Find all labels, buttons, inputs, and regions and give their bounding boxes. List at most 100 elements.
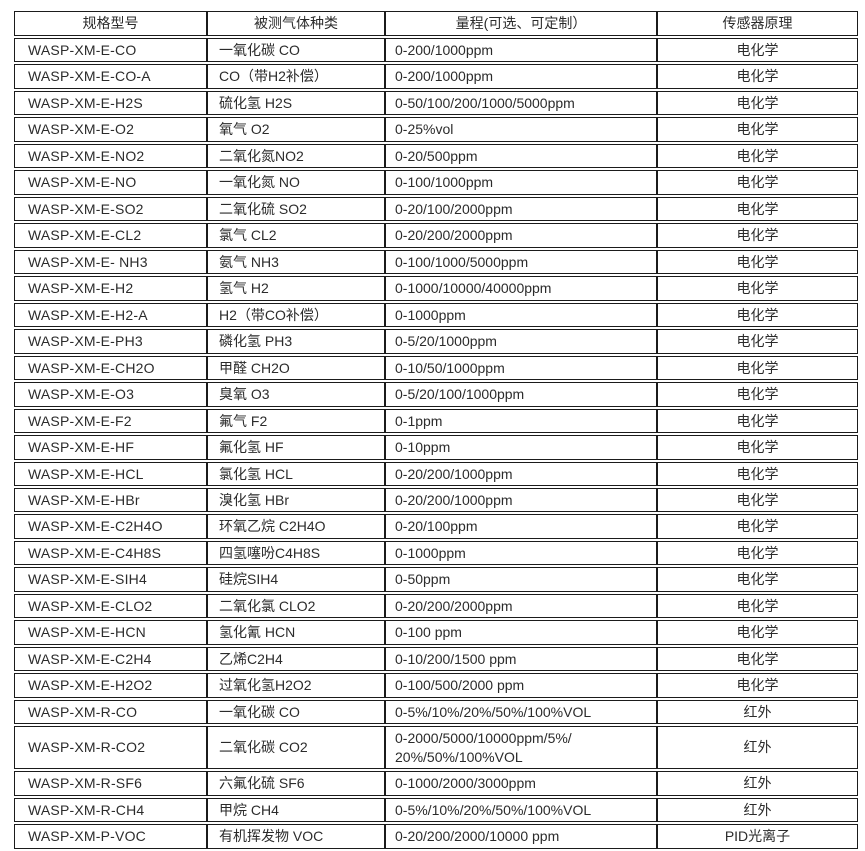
table-row: WASP-XM-E-HCL 氯化氢 HCL 0-20/200/1000ppm 电化学 xyxy=(14,461,858,486)
gas-cell: 溴化氢 HBr xyxy=(207,487,385,513)
gas-cell: CO（带H2补偿） xyxy=(207,64,385,89)
table-row: WASP-XM-E-H2 氢气 H2 0-1000/10000/40000ppm 电化… xyxy=(14,276,858,301)
model-cell: WASP-XM-E-O2 xyxy=(14,117,207,142)
model-cell: WASP-XM-R-SF6 xyxy=(14,771,207,796)
gas-cell: 有机挥发物 VOC xyxy=(207,824,385,849)
gas-cell: 一氧化氮 NO xyxy=(207,170,385,195)
range-cell: 0-10/50/1000ppm xyxy=(385,355,657,381)
table-row: WASP-XM-R-SF6 六氟化硫 SF6 0-1000/2000/3000ppm… xyxy=(14,771,858,796)
range-cell: 0-200/1000ppm xyxy=(385,64,657,89)
table-row: WASP-XM-E-NO 一氧化氮 NO 0-100/1000ppm 电化学 xyxy=(14,170,858,195)
column-header-model: 规格型号 xyxy=(14,11,207,36)
principle-cell: 电化学 xyxy=(657,408,858,434)
model-cell: WASP-XM-E-H2O2 xyxy=(14,673,207,698)
table-row: WASP-XM-E-H2O2 过氧化氢H2O2 0-100/500/2000 ppm… xyxy=(14,673,858,698)
model-cell: WASP-XM-E-HF xyxy=(14,435,207,460)
gas-cell: 氟化氢 HF xyxy=(207,435,385,460)
range-cell: 0-5%/10%/20%/50%/100%VOL xyxy=(385,699,657,725)
range-cell: 0-100/1000ppm xyxy=(385,170,657,195)
table-row: WASP-XM-E-H2S 硫化氢 H2S 0-50/100/200/1000/50… xyxy=(14,90,858,116)
range-cell: 0-5/20/1000ppm xyxy=(385,329,657,354)
model-cell: WASP-XM-E-HCL xyxy=(14,461,207,486)
principle-cell: 红外 xyxy=(657,726,858,770)
range-cell: 0-10/200/1500 ppm xyxy=(385,646,657,672)
column-header-gas: 被测气体种类 xyxy=(207,11,385,36)
table-row: WASP-XM-E-NO2 二氧化氮NO2 0-20/500ppm 电化学 xyxy=(14,143,858,169)
gas-cell: 氟气 F2 xyxy=(207,408,385,434)
principle-cell: 红外 xyxy=(657,797,858,823)
table-row: WASP-XM-E-C4H8S 四氢噻吩C4H8S 0-1000ppm 电化学 xyxy=(14,540,858,566)
model-cell: WASP-XM-E-H2 xyxy=(14,276,207,301)
table-row: WASP-XM-E-SIH4 硅烷SIH4 0-50ppm 电化学 xyxy=(14,567,858,592)
range-cell: 0-200/1000ppm xyxy=(385,38,657,63)
gas-cell: 甲醛 CH2O xyxy=(207,355,385,381)
principle-cell: 电化学 xyxy=(657,593,858,619)
principle-cell: 电化学 xyxy=(657,567,858,592)
gas-cell: 二氧化氯 CLO2 xyxy=(207,593,385,619)
gas-cell: 氢化氰 HCN xyxy=(207,620,385,645)
model-cell: WASP-XM-E-CL2 xyxy=(14,223,207,248)
table-row: WASP-XM-E-HF 氟化氢 HF 0-10ppm 电化学 xyxy=(14,435,858,460)
model-cell: WASP-XM-E- NH3 xyxy=(14,249,207,275)
principle-cell: 电化学 xyxy=(657,223,858,248)
model-cell: WASP-XM-E-H2S xyxy=(14,90,207,116)
gas-cell: 一氧化碳 CO xyxy=(207,699,385,725)
range-cell: 0-5/20/100/1000ppm xyxy=(385,382,657,407)
gas-cell: 一氧化碳 CO xyxy=(207,38,385,63)
range-cell: 0-20/100/2000ppm xyxy=(385,196,657,222)
table-row: WASP-XM-R-CO2 二氧化碳 CO2 0-2000/5000/10000pp… xyxy=(14,726,858,770)
table-row: WASP-XM-E-O2 氧气 O2 0-25%vol 电化学 xyxy=(14,117,858,142)
principle-cell: 电化学 xyxy=(657,196,858,222)
range-cell: 0-20/100ppm xyxy=(385,514,657,539)
gas-cell: H2（带CO补偿） xyxy=(207,302,385,328)
principle-cell: 红外 xyxy=(657,699,858,725)
range-cell: 0-20/200/1000ppm xyxy=(385,461,657,486)
model-cell: WASP-XM-E-SIH4 xyxy=(14,567,207,592)
model-cell: WASP-XM-E-C2H4 xyxy=(14,646,207,672)
table-row: WASP-XM-E-CO 一氧化碳 CO 0-200/1000ppm 电化学 xyxy=(14,38,858,63)
principle-cell: 电化学 xyxy=(657,382,858,407)
principle-cell: 电化学 xyxy=(657,38,858,63)
model-cell: WASP-XM-E-HBr xyxy=(14,487,207,513)
table-row: WASP-XM-E-HBr 溴化氢 HBr 0-20/200/1000ppm 电化学 xyxy=(14,487,858,513)
range-cell: 0-1ppm xyxy=(385,408,657,434)
table-row: WASP-XM-E-CLO2 二氧化氯 CLO2 0-20/200/2000ppm 电… xyxy=(14,593,858,619)
model-cell: WASP-XM-E-HCN xyxy=(14,620,207,645)
table-row: WASP-XM-E- NH3 氨气 NH3 0-100/1000/5000ppm 电化… xyxy=(14,249,858,275)
principle-cell: 电化学 xyxy=(657,329,858,354)
principle-cell: 电化学 xyxy=(657,64,858,89)
model-cell: WASP-XM-E-SO2 xyxy=(14,196,207,222)
gas-cell: 四氢噻吩C4H8S xyxy=(207,540,385,566)
model-cell: WASP-XM-E-NO xyxy=(14,170,207,195)
principle-cell: 电化学 xyxy=(657,620,858,645)
range-cell: 0-1000/10000/40000ppm xyxy=(385,276,657,301)
principle-cell: 电化学 xyxy=(657,117,858,142)
table-row: WASP-XM-E-SO2 二氧化硫 SO2 0-20/100/2000ppm 电化学 xyxy=(14,196,858,222)
gas-cell: 氯化氢 HCL xyxy=(207,461,385,486)
range-cell: 0-100/1000/5000ppm xyxy=(385,249,657,275)
table-row: WASP-XM-E-C2H4 乙烯C2H4 0-10/200/1500 ppm 电化学 xyxy=(14,646,858,672)
column-header-range: 量程(可选、可定制） xyxy=(385,11,657,36)
gas-cell: 氢气 H2 xyxy=(207,276,385,301)
principle-cell: 电化学 xyxy=(657,355,858,381)
table-row: WASP-XM-E-H2-A H2（带CO补偿） 0-1000ppm 电化学 xyxy=(14,302,858,328)
model-cell: WASP-XM-R-CO2 xyxy=(14,726,207,770)
range-cell: 0-20/200/1000ppm xyxy=(385,487,657,513)
principle-cell: 电化学 xyxy=(657,435,858,460)
table-row: WASP-XM-E-F2 氟气 F2 0-1ppm 电化学 xyxy=(14,408,858,434)
range-cell: 0-5%/10%/20%/50%/100%VOL xyxy=(385,797,657,823)
principle-cell: 红外 xyxy=(657,771,858,796)
range-cell: 0-1000/2000/3000ppm xyxy=(385,771,657,796)
table-row: WASP-XM-E-CO-A CO（带H2补偿） 0-200/1000ppm 电化学 xyxy=(14,64,858,89)
gas-cell: 氧气 O2 xyxy=(207,117,385,142)
model-cell: WASP-XM-E-C4H8S xyxy=(14,540,207,566)
table-row: WASP-XM-E-CL2 氯气 CL2 0-20/200/2000ppm 电化学 xyxy=(14,223,858,248)
range-cell: 0-20/200/2000ppm xyxy=(385,223,657,248)
model-cell: WASP-XM-E-C2H4O xyxy=(14,514,207,539)
range-cell: 0-1000ppm xyxy=(385,302,657,328)
principle-cell: 电化学 xyxy=(657,276,858,301)
range-cell: 0-10ppm xyxy=(385,435,657,460)
principle-cell: 电化学 xyxy=(657,90,858,116)
gas-cell: 二氧化硫 SO2 xyxy=(207,196,385,222)
gas-cell: 二氧化碳 CO2 xyxy=(207,726,385,770)
